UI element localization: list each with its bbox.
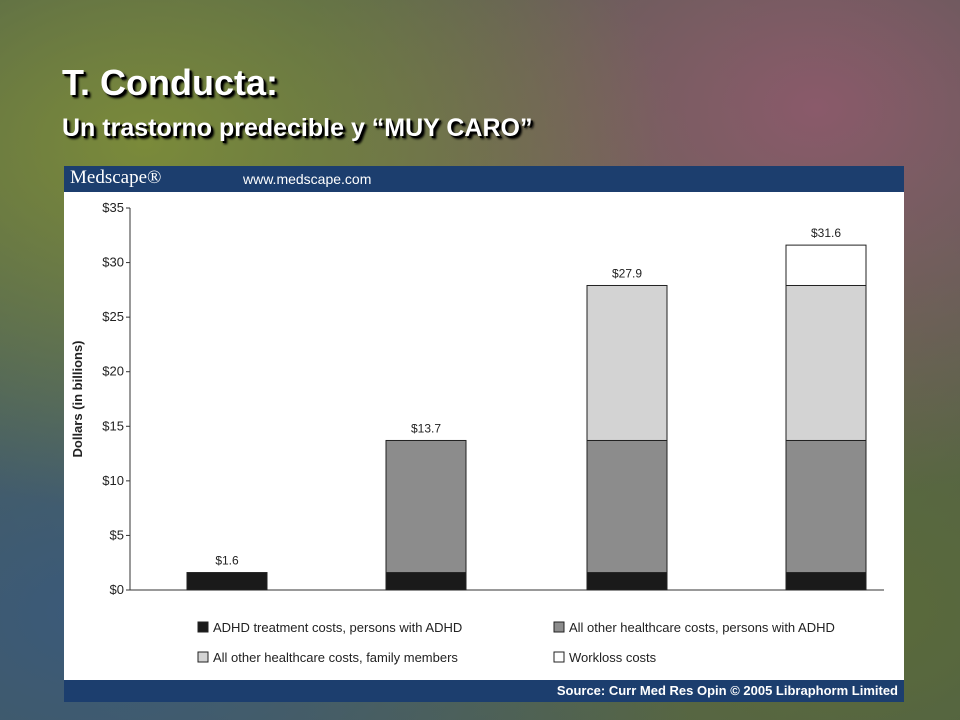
slide-subtitle: Un trastorno predecible y “MUY CARO” — [62, 114, 533, 142]
y-tick-label: $20 — [102, 364, 124, 379]
bar-segment — [385, 572, 467, 591]
legend-swatch — [553, 651, 565, 663]
source-text: Source: Curr Med Res Opin © 2005 Libraph… — [556, 683, 898, 698]
bar-segment — [785, 439, 867, 574]
bar-segment — [785, 244, 867, 286]
y-axis-title: Dollars (in billions) — [70, 340, 85, 457]
source-footer: Source: Curr Med Res Opin © 2005 Libraph… — [64, 680, 904, 702]
bar-segment — [186, 572, 268, 591]
medscape-banner: Medscape® www.medscape.com — [64, 166, 904, 192]
banner-url: www.medscape.com — [243, 171, 372, 187]
bar-total-label: $31.6 — [811, 226, 841, 240]
y-tick-label: $0 — [110, 582, 124, 597]
legend-swatch — [197, 621, 209, 633]
y-tick-label: $5 — [110, 527, 124, 542]
legend-swatch — [553, 621, 565, 633]
medscape-logo: Medscape® — [70, 167, 162, 188]
stacked-bar-chart: $0 $5 $10 $15 $20 $25 $30 $35 Dollars (in billio… — [70, 200, 884, 665]
bar-segment — [385, 439, 467, 574]
y-tick-label: $35 — [102, 200, 124, 215]
y-tick-label: $25 — [102, 309, 124, 324]
bar-segment — [785, 284, 867, 441]
bar-total-label: $27.9 — [612, 266, 642, 280]
y-tick-label: $15 — [102, 418, 124, 433]
legend-label: All other healthcare costs, persons with… — [569, 620, 835, 635]
legend-label: All other healthcare costs, family membe… — [213, 650, 458, 665]
legend-swatch — [197, 651, 209, 663]
bar-total-label: $1.6 — [215, 554, 239, 568]
bar-segment — [586, 284, 668, 441]
bar-segment — [586, 572, 668, 591]
legend-label: Workloss costs — [569, 650, 657, 665]
y-tick-label: $10 — [102, 473, 124, 488]
bar-segment — [785, 572, 867, 591]
y-tick-label: $30 — [102, 255, 124, 270]
legend-label: ADHD treatment costs, persons with ADHD — [213, 620, 462, 635]
bar-total-label: $13.7 — [411, 421, 441, 435]
slide-title: T. Conducta: — [62, 62, 278, 103]
bar-segment — [586, 439, 668, 574]
chart-panel: Medscape® www.medscape.com $0 $5 $10 $15 $20… — [64, 166, 904, 702]
